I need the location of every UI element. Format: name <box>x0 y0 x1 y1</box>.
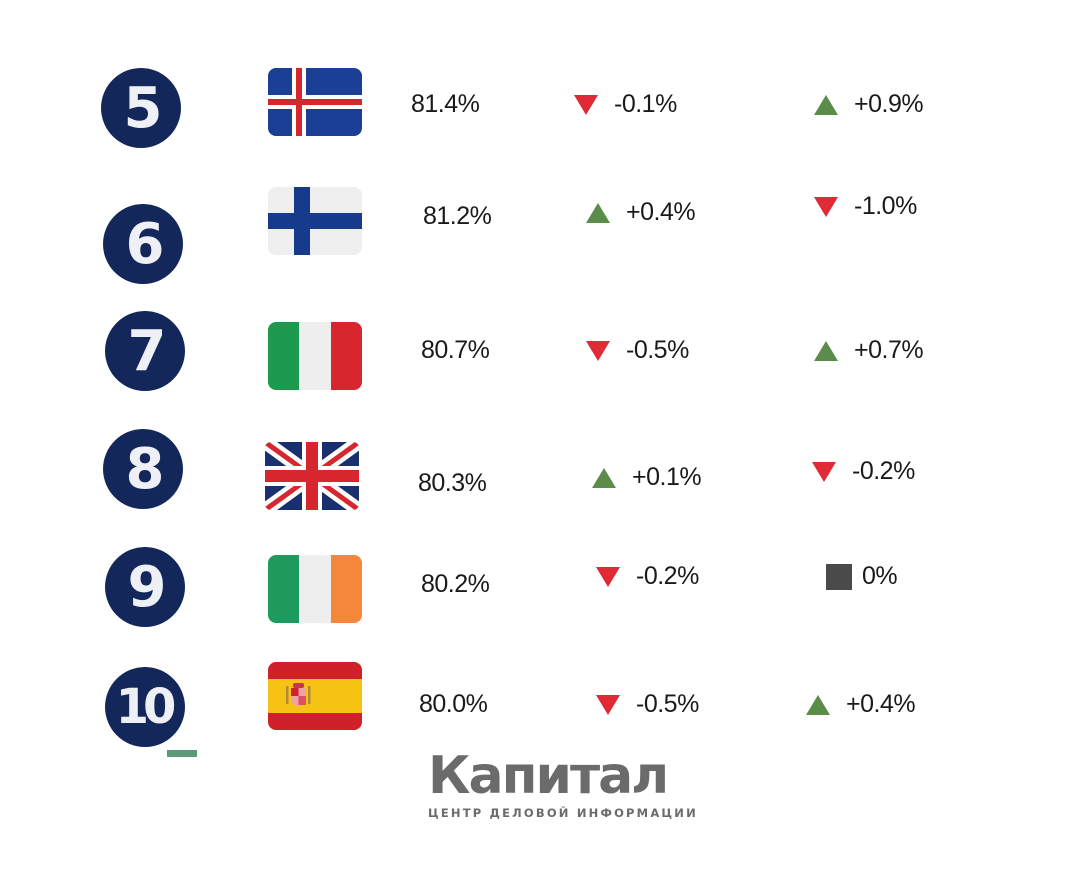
change-2: 0% <box>826 562 898 591</box>
up-triangle-icon <box>814 94 838 115</box>
change-2: +0.9% <box>814 90 924 119</box>
table-row: 9 80.2% -0.2% 0% <box>0 540 1068 640</box>
change-1-text: -0.1% <box>614 90 677 118</box>
rank-badge: 10 <box>105 667 185 747</box>
table-row: 5 81.4% -0.1% +0.9% <box>0 60 1068 160</box>
logo-wordmark: Капитал <box>428 746 669 806</box>
change-2-text: -1.0% <box>854 192 917 220</box>
value-text: 80.2% <box>421 570 490 598</box>
down-triangle-icon <box>586 340 610 361</box>
change-1: -0.1% <box>574 90 677 119</box>
rank-badge: 6 <box>103 204 183 284</box>
change-1: -0.5% <box>596 690 699 719</box>
change-1: -0.5% <box>586 336 689 365</box>
table-row: 8 80.3% +0.1% -0.2% <box>0 425 1068 525</box>
up-triangle-icon <box>806 694 830 715</box>
value-text: 80.0% <box>419 690 488 718</box>
rank-badge: 9 <box>105 547 185 627</box>
change-2: +0.4% <box>806 690 916 719</box>
square-icon <box>826 563 852 590</box>
change-2: +0.7% <box>814 336 924 365</box>
change-1-text: +0.4% <box>626 198 696 226</box>
logo-accent-bar <box>167 750 197 757</box>
change-2: -0.2% <box>812 457 915 486</box>
spain-flag-icon <box>268 662 362 730</box>
down-triangle-icon <box>596 566 620 587</box>
value-text: 80.7% <box>421 336 490 364</box>
change-2-text: 0% <box>862 562 898 590</box>
value-text: 80.3% <box>418 469 487 497</box>
change-1-text: -0.5% <box>636 690 699 718</box>
change-2-text: -0.2% <box>852 457 915 485</box>
change-2-text: +0.7% <box>854 336 924 364</box>
table-row: 6 81.2% +0.4% -1.0% <box>0 180 1068 284</box>
change-1: -0.2% <box>596 562 699 591</box>
change-1-text: -0.2% <box>636 562 699 590</box>
up-triangle-icon <box>592 467 616 488</box>
table-row: 10 80.0% -0.5% +0.4% <box>0 660 1068 760</box>
italy-flag-icon <box>268 322 362 390</box>
iceland-flag-icon <box>268 68 362 136</box>
up-triangle-icon <box>586 202 610 223</box>
down-triangle-icon <box>814 196 838 217</box>
finland-flag-icon <box>268 187 362 255</box>
down-triangle-icon <box>596 694 620 715</box>
change-2: -1.0% <box>814 192 917 221</box>
change-1: +0.4% <box>586 198 696 227</box>
value-text: 81.4% <box>411 90 480 118</box>
change-1-text: +0.1% <box>632 463 702 491</box>
change-2-text: +0.9% <box>854 90 924 118</box>
change-1: +0.1% <box>592 463 702 492</box>
change-2-text: +0.4% <box>846 690 916 718</box>
kapital-logo: Капитал ЦЕНТР ДЕЛОВОЙ ИНФОРМАЦИИ <box>428 746 696 828</box>
value-text: 81.2% <box>423 202 492 230</box>
rank-badge: 8 <box>103 429 183 509</box>
change-1-text: -0.5% <box>626 336 689 364</box>
rank-badge: 7 <box>105 311 185 391</box>
rank-badge: 5 <box>101 68 181 148</box>
down-triangle-icon <box>812 461 836 482</box>
logo-subtitle: ЦЕНТР ДЕЛОВОЙ ИНФОРМАЦИИ <box>428 806 698 820</box>
table-row: 7 80.7% -0.5% +0.7% <box>0 305 1068 405</box>
uk-flag-icon <box>265 442 359 510</box>
down-triangle-icon <box>574 94 598 115</box>
ireland-flag-icon <box>268 555 362 623</box>
up-triangle-icon <box>814 340 838 361</box>
